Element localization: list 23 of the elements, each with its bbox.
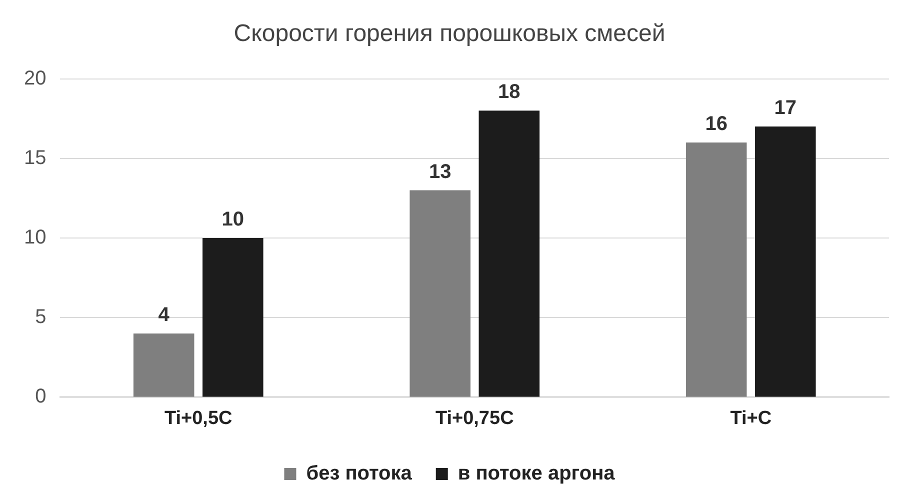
legend-label: без потока — [306, 462, 413, 485]
data-label: 13 — [428, 160, 452, 183]
legend-label: в потоке аргона — [458, 462, 616, 485]
y-tick-label: 0 — [35, 386, 46, 408]
data-label: 4 — [158, 304, 170, 326]
y-tick-label: 10 — [24, 226, 46, 249]
chart-title: Скорости горения порошковых смесей — [234, 20, 666, 48]
bar — [410, 190, 470, 397]
x-tick-label: Ti+C — [730, 408, 772, 429]
bar — [202, 238, 264, 397]
bar — [755, 126, 816, 397]
x-tick-label: Ti+0,75C — [435, 408, 514, 429]
data-label: 18 — [498, 81, 520, 104]
bar — [133, 334, 194, 397]
data-label: 10 — [222, 208, 244, 231]
bar — [478, 110, 540, 397]
data-label: 17 — [774, 97, 797, 120]
bar — [686, 142, 747, 397]
y-tick-label: 15 — [24, 146, 46, 169]
y-tick-label: 20 — [24, 67, 46, 90]
data-label: 16 — [705, 112, 728, 135]
x-tick-label: Ti+0,5C — [164, 408, 233, 429]
y-tick-label: 5 — [35, 306, 46, 328]
